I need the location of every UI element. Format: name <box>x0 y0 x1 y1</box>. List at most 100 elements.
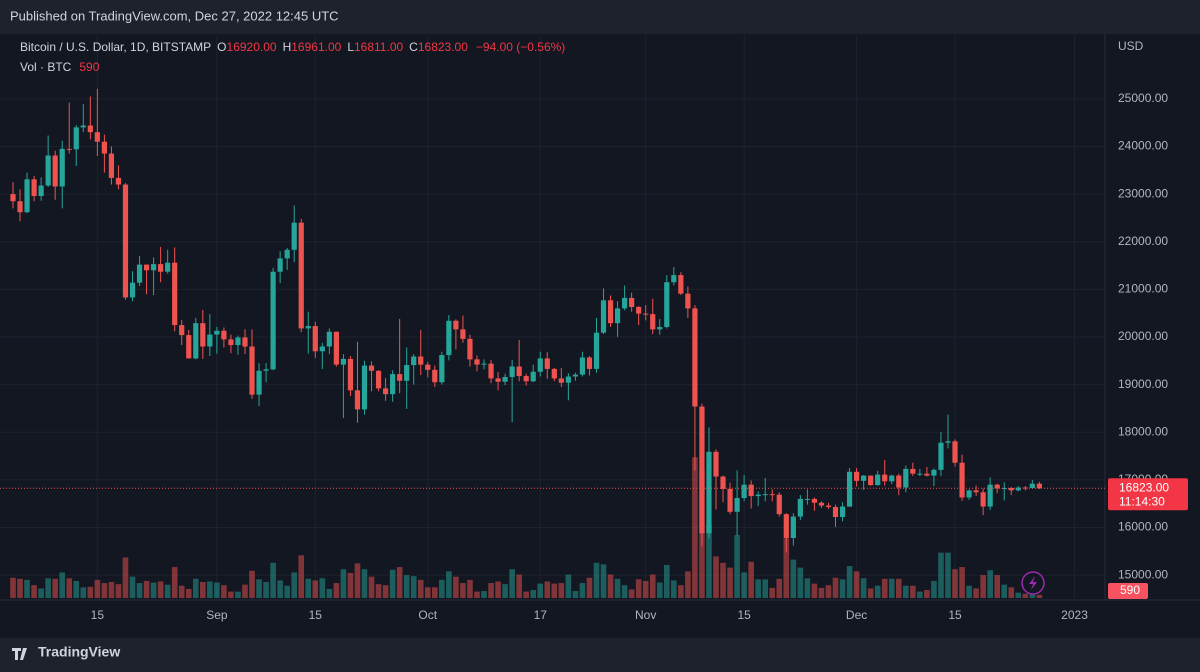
candle-body <box>193 323 199 359</box>
volume-bar <box>762 579 769 598</box>
volume-bar <box>361 569 368 598</box>
volume-bar <box>973 588 979 598</box>
candle-body <box>657 326 663 330</box>
candle-body <box>720 476 726 489</box>
axes: 15000.0016000.0017000.0018000.0019000.00… <box>0 91 1188 622</box>
volume-bar <box>143 580 150 598</box>
volume-bar <box>628 589 635 598</box>
grid <box>0 35 1105 598</box>
volume-bar <box>66 578 73 598</box>
y-tick-label: 24000.00 <box>1118 139 1168 153</box>
volume-bar <box>952 569 958 598</box>
candle-body <box>151 264 157 271</box>
candle-body <box>291 222 297 250</box>
volume-bar <box>249 570 255 598</box>
candle-body <box>593 332 600 369</box>
volume-bar <box>530 590 537 598</box>
volume-bar <box>959 567 965 598</box>
volume-bar <box>340 569 347 598</box>
volume-bar <box>136 583 143 598</box>
candle-body <box>354 390 361 410</box>
y-tick-label: 21000.00 <box>1118 282 1168 296</box>
volume-bar <box>417 579 424 598</box>
volume-bar <box>938 552 944 598</box>
candle-body <box>846 471 853 507</box>
candle-body <box>741 484 747 498</box>
l-label: L <box>347 40 354 54</box>
candle-body <box>453 320 459 330</box>
volume-bar <box>214 582 220 598</box>
candle-body <box>502 376 508 382</box>
y-tick-label: 18000.00 <box>1118 424 1168 438</box>
currency: USD <box>1118 39 1144 53</box>
volume-bar <box>607 574 614 598</box>
candle-body <box>917 473 923 475</box>
volume-bar <box>185 588 192 598</box>
candle-body <box>10 194 16 202</box>
publish-bar <box>0 0 1200 34</box>
volume-bar <box>368 576 375 598</box>
h-label: H <box>283 40 292 54</box>
candle-body <box>390 374 396 395</box>
candle-body <box>530 371 536 382</box>
candle-body <box>94 132 100 142</box>
candle-body <box>242 337 248 347</box>
x-tick-label: 15 <box>948 608 962 622</box>
candle-body <box>776 494 782 515</box>
volume-bar <box>678 585 684 598</box>
volume-bar <box>551 583 558 598</box>
candle-body <box>896 475 902 488</box>
volume-bar <box>727 567 733 598</box>
candle-body <box>38 185 44 196</box>
candle-body <box>727 488 733 512</box>
volume-bar <box>495 581 501 598</box>
candle-body <box>748 484 754 497</box>
candle-body <box>622 297 628 309</box>
volume-bar <box>1029 591 1036 598</box>
candle-body <box>643 313 649 315</box>
candle-body <box>347 358 354 391</box>
candle-body <box>769 494 775 496</box>
lightning-button[interactable] <box>1021 571 1045 595</box>
volume-bar <box>895 578 902 598</box>
candle-body <box>924 473 930 476</box>
candle-body <box>868 475 874 486</box>
symbol: Bitcoin / U.S. Dollar, 1D, BITSTAMP <box>20 40 211 54</box>
candle-body <box>1001 487 1007 489</box>
logo-mark <box>12 648 27 660</box>
volume-bar <box>256 579 262 598</box>
candle-body <box>762 494 768 496</box>
candle-body <box>980 492 986 507</box>
volume-bar <box>122 557 129 598</box>
candle-body <box>122 184 129 298</box>
candle-body <box>811 498 818 503</box>
l-value: 16811.00 <box>354 40 403 54</box>
volume-bar <box>242 584 248 598</box>
candle-body <box>158 264 164 272</box>
volume-bar <box>263 582 269 598</box>
candle-body <box>66 148 72 150</box>
candle-body <box>818 502 825 506</box>
candle-body <box>129 282 136 298</box>
candle-body <box>179 325 185 336</box>
volume-bar <box>73 580 80 598</box>
candle-body <box>650 314 656 330</box>
volume-bar <box>502 584 508 598</box>
volume-bar <box>192 578 199 598</box>
candle-body <box>460 329 466 339</box>
candle-body <box>1015 487 1021 491</box>
candle-body <box>614 308 621 324</box>
lightning-icon[interactable] <box>1029 576 1037 590</box>
volume-bar <box>221 585 227 598</box>
x-tick-label: 17 <box>534 608 548 622</box>
volume-bar <box>649 574 656 598</box>
volume-bar <box>446 571 452 598</box>
y-tick-label: 22000.00 <box>1118 234 1168 248</box>
volume-bar <box>720 562 726 598</box>
volume-bar <box>903 585 909 598</box>
candle-body <box>987 484 993 507</box>
volume-bar <box>600 564 607 598</box>
candle-body <box>235 337 241 346</box>
volume-bar <box>614 578 621 598</box>
volume-bar <box>319 578 326 598</box>
